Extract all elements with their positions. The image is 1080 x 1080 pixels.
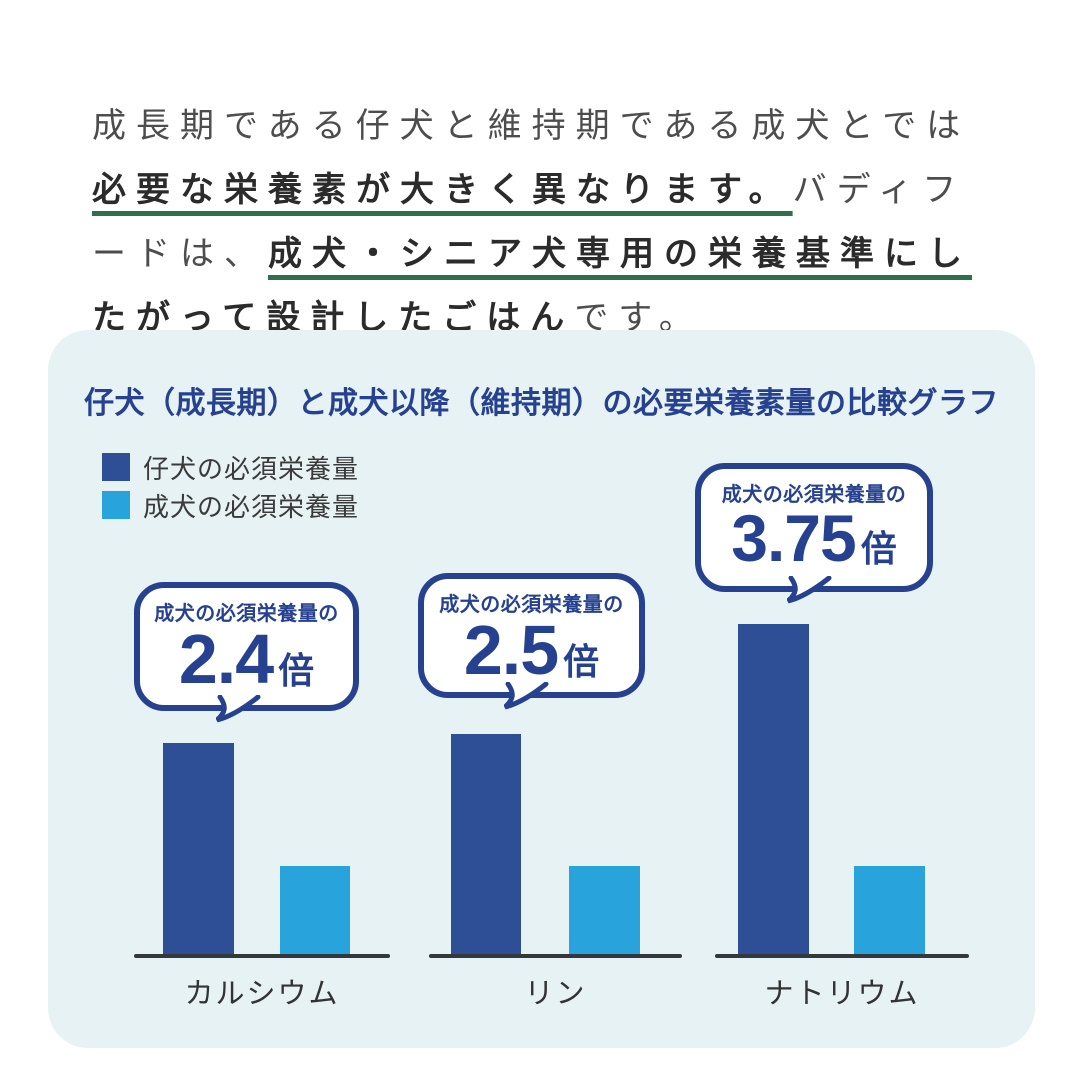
chart-legend: 仔犬の必須栄養量 成犬の必須栄養量 [102,452,359,528]
callout-value-row: 3.75 倍 [701,505,927,572]
bar-adult-phosphorus [569,866,640,954]
callout-calcium: 成犬の必須栄養量の 2.4 倍 [134,582,359,723]
category-label-phosphorus: リン [524,978,587,1010]
bar-adult-sodium [854,866,925,954]
callout-value-row: 2.4 倍 [140,624,353,694]
callout-unit: 倍 [860,528,897,569]
bar-puppy-sodium [738,624,809,954]
callout-value: 2.5 [463,611,559,689]
speech-bubble-tail-icon [787,576,832,604]
callout-unit: 倍 [278,650,315,691]
category-label-sodium: ナトリウム [764,978,920,1010]
x-axis-phosphorus [429,954,682,958]
callout-sodium: 成犬の必須栄養量の 3.75 倍 [695,463,933,604]
adult-series-swatch-icon [102,491,130,519]
intro-text-emphasis: 必要な栄養素が大きく異なります。 [92,171,793,209]
callout-prefix: 成犬の必須栄養量の [154,603,339,625]
intro-paragraph: 成長期である仔犬と維持期である成犬とでは必要な栄養素が大きく異なります。バディフ… [92,94,1004,350]
speech-bubble-tail-icon [504,682,549,710]
callout-prefix: 成犬の必須栄養量の [721,484,907,506]
bar-puppy-calcium [163,743,234,954]
callout-value: 2.4 [178,620,274,698]
category-label-calcium: カルシウム [184,978,340,1010]
x-axis-calcium [134,954,390,958]
x-axis-sodium [715,954,969,958]
callout-prefix: 成犬の必須栄養量の [439,594,624,616]
chart-panel: 仔犬（成長期）と成犬以降（維持期）の必要栄養素量の比較グラフ 仔犬の必須栄養量 … [48,330,1035,1048]
callout-phosphorus: 成犬の必須栄養量の 2.5 倍 [418,573,645,710]
intro-text-normal: バディフードは、 [92,171,967,273]
bar-adult-calcium [280,866,350,954]
intro-text-normal: 成長期である仔犬と維持期である成犬とでは [92,107,971,145]
legend-item-puppy: 仔犬の必須栄養量 [102,452,359,484]
legend-label: 仔犬の必須栄養量 [143,453,360,484]
callout-unit: 倍 [563,641,600,682]
puppy-series-swatch-icon [102,453,130,481]
legend-label: 成犬の必須栄養量 [143,491,360,522]
callout-value-row: 2.5 倍 [424,615,639,685]
speech-bubble-tail-icon [216,695,261,723]
bar-puppy-phosphorus [451,734,521,954]
callout-value: 3.75 [731,501,856,575]
legend-item-adult: 成犬の必須栄養量 [102,490,359,522]
chart-title: 仔犬（成長期）と成犬以降（維持期）の必要栄養素量の比較グラフ [84,387,999,420]
